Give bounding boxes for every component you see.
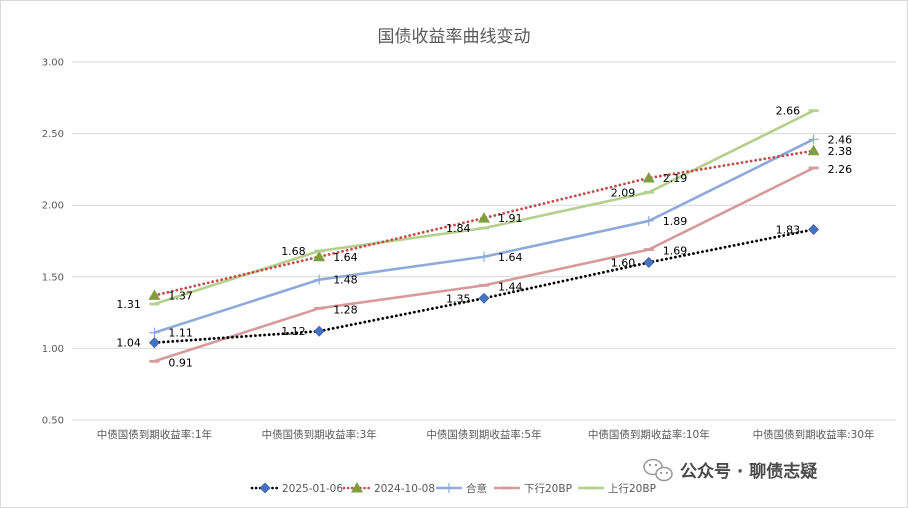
- data-label: 1.28: [333, 303, 358, 316]
- watermark: 公众号 · 聊债志疑: [643, 458, 817, 482]
- y-tick-label: 0.50: [42, 416, 64, 427]
- data-point-s1-4: [807, 144, 820, 156]
- data-label: 2.66: [776, 105, 801, 118]
- data-label: 0.91: [168, 356, 193, 369]
- data-label: 1.37: [168, 289, 193, 302]
- legend-label: 下行20BP: [524, 482, 572, 495]
- data-point-s1-0: [148, 289, 161, 300]
- wechat-icon: [643, 458, 673, 482]
- data-point-s0-3: [643, 257, 655, 268]
- data-label: 1.91: [498, 212, 523, 225]
- legend-marker-1: [351, 482, 363, 493]
- data-label: 1.60: [611, 256, 636, 269]
- x-category-label: 中债国债到期收益率:3年: [262, 428, 377, 441]
- data-point-s1-3: [642, 171, 655, 183]
- data-point-s2-3: [643, 215, 654, 226]
- data-label: 1.31: [116, 298, 140, 311]
- data-label: 1.04: [116, 337, 140, 350]
- legend-label: 合意: [466, 482, 487, 495]
- data-label: 1.69: [663, 245, 688, 258]
- legend-label: 2025-01-06: [282, 483, 343, 495]
- data-point-s2-0: [149, 327, 160, 338]
- data-point-s1-1: [313, 250, 326, 262]
- data-label: 1.35: [446, 292, 471, 305]
- data-label: 1.12: [281, 325, 306, 338]
- data-label: 1.64: [498, 251, 523, 264]
- data-label: 2.19: [663, 172, 688, 185]
- data-label: 1.48: [333, 274, 358, 287]
- data-point-s2-4: [808, 134, 819, 145]
- data-label: 1.44: [498, 280, 523, 293]
- y-tick-label: 1.00: [42, 344, 64, 355]
- data-label: 1.83: [776, 224, 801, 237]
- chart-title: 国债收益率曲线变动: [378, 27, 531, 47]
- data-point-s0-1: [313, 325, 325, 337]
- watermark-text: 公众号 · 聊债志疑: [680, 461, 817, 482]
- y-tick-label: 2.00: [42, 201, 64, 212]
- series-line-0: [152, 228, 815, 345]
- data-label: 2.09: [611, 186, 636, 199]
- legend-marker-0: [259, 482, 271, 494]
- data-label: 2.38: [828, 145, 853, 158]
- data-label: 1.89: [663, 215, 688, 228]
- data-label: 1.64: [333, 251, 358, 264]
- legend-label: 上行20BP: [608, 482, 656, 495]
- x-category-label: 中债国债到期收益率:5年: [426, 428, 541, 441]
- y-tick-label: 3.00: [42, 58, 64, 69]
- data-label: 1.68: [281, 245, 306, 258]
- x-category-label: 中债国债到期收益率:10年: [588, 428, 710, 441]
- data-point-s1-2: [478, 212, 490, 223]
- data-label: 1.84: [446, 222, 471, 235]
- data-point-s2-1: [314, 274, 325, 285]
- x-category-label: 中债国债到期收益率:30年: [753, 428, 875, 441]
- y-tick-label: 1.50: [42, 272, 64, 283]
- data-label: 2.46: [828, 133, 853, 146]
- data-point-s0-4: [808, 224, 820, 235]
- data-point-s0-2: [478, 292, 490, 304]
- x-category-label: 中债国债到期收益率:1年: [97, 428, 212, 441]
- data-point-s2-2: [479, 251, 489, 262]
- data-label: 1.11: [168, 327, 193, 340]
- legend-label: 2024-10-08: [374, 483, 435, 495]
- data-label: 2.26: [828, 163, 853, 176]
- y-tick-label: 2.50: [42, 129, 64, 140]
- data-point-s0-0: [148, 337, 160, 349]
- legend-marker-2: [444, 483, 454, 493]
